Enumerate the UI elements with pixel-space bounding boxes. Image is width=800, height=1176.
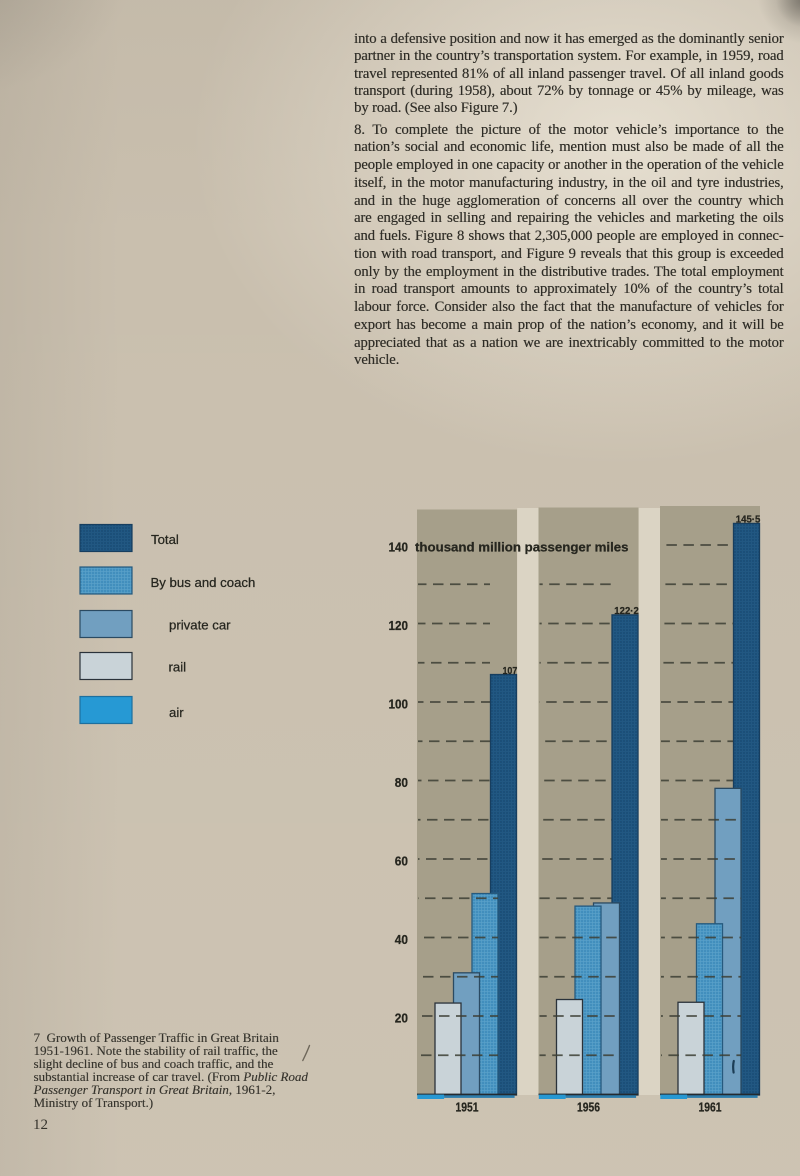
svg-text:private car: private car bbox=[169, 618, 231, 633]
svg-text:120: 120 bbox=[389, 619, 409, 633]
svg-text:Total: Total bbox=[151, 532, 179, 547]
svg-text:1961: 1961 bbox=[699, 1100, 722, 1114]
svg-text:122·2: 122·2 bbox=[614, 606, 639, 617]
svg-text:107: 107 bbox=[503, 666, 518, 677]
svg-text:100: 100 bbox=[389, 697, 409, 711]
svg-text:By bus and coach: By bus and coach bbox=[151, 575, 256, 590]
svg-text:thousand million passenger mil: thousand million passenger miles bbox=[415, 540, 629, 555]
svg-text:145·5: 145·5 bbox=[736, 515, 761, 526]
svg-text:rail: rail bbox=[169, 660, 187, 675]
svg-text:20: 20 bbox=[395, 1011, 408, 1025]
svg-text:80: 80 bbox=[395, 776, 408, 790]
svg-text:40: 40 bbox=[395, 933, 408, 947]
svg-text:140: 140 bbox=[389, 541, 409, 555]
svg-text:air: air bbox=[169, 705, 184, 720]
svg-text:1951: 1951 bbox=[456, 1100, 479, 1114]
svg-text:1956: 1956 bbox=[577, 1100, 600, 1114]
svg-text:60: 60 bbox=[395, 854, 408, 868]
